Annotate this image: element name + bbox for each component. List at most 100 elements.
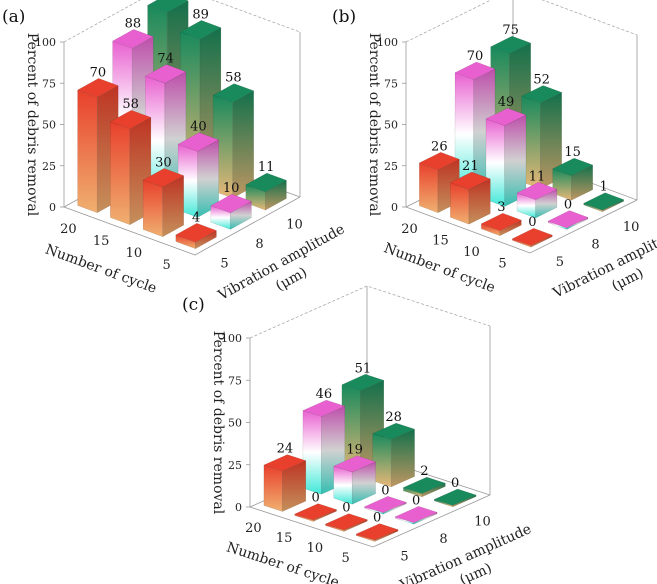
bar-value-label: 46 [316,387,333,402]
z-tick-label: 75 [384,77,398,90]
cycle-tick-label: 10 [307,541,324,556]
bar-value-label: 10 [223,181,240,196]
bar-value-label: 24 [277,442,294,457]
bar: 0 [433,476,477,508]
bar-top-face [324,513,368,531]
bar-value-label: 11 [529,169,546,184]
bar-value-label: 0 [564,198,572,213]
bar-top-face [485,107,527,126]
bar-left-face [77,89,98,213]
bar-value-label: 4 [192,210,200,225]
z-tick-label: 75 [42,77,56,90]
bar-value-label: 19 [346,443,363,458]
bar-top-face [394,506,438,523]
bar: 0 [355,511,399,542]
z-tick-label: 25 [42,160,56,173]
bar: 0 [547,198,589,230]
bar: 19 [333,443,377,505]
bar-shade [468,178,491,225]
cycle-tick-label: 5 [162,258,170,273]
bar-shade [230,201,252,230]
cycle-tick-label: 10 [463,245,480,260]
bar-left-face [263,464,283,512]
bar-value-label: 0 [451,476,459,491]
bar-left-face [142,179,163,237]
bar-shade [374,529,399,542]
bar-top-face [547,210,589,229]
bar-left-face [333,465,353,505]
z-tick-label: 50 [384,119,398,132]
bar-value-label: 0 [381,483,389,498]
bar-value-label: 1 [600,180,608,195]
z-tick-label: 100 [377,36,398,49]
bar: 0 [394,493,438,525]
bar-top-face [263,454,307,472]
amplitude-tick-label: 10 [286,218,303,233]
bar: 11 [516,169,558,219]
bar-top-face [302,399,346,417]
cycle-tick-label: 20 [245,521,262,536]
bar-shade [382,502,407,515]
bar-value-label: 52 [533,73,550,88]
bar-value-label: 21 [462,159,479,174]
z-tick-label: 100 [35,36,56,49]
bar-shade [452,495,477,507]
bar-left-face [450,182,470,225]
bar-value-label: 0 [528,215,536,230]
bar-left-face [419,162,439,213]
bar-value-label: 70 [467,49,484,64]
z-axis-label: Percent of debris removal [366,33,382,217]
z-tick-label: 75 [228,374,242,387]
bar-value-label: 0 [311,491,319,506]
bar: 52 [521,73,563,190]
bar: 2 [402,464,446,498]
bar-shade [504,115,526,207]
amplitude-tick-label: 5 [556,255,564,270]
bar-top-face [355,523,399,541]
bar-shade [343,519,368,532]
cycle-tick-label: 5 [498,256,506,271]
bar-top-face [418,152,460,171]
panel-label: (b) [332,7,356,27]
z-tick-label: 0 [391,201,398,214]
amplitude-tick-label: 10 [623,220,640,235]
panel-label: (a) [2,7,25,27]
bar-shade [162,175,184,237]
cycle-tick-label: 5 [341,551,349,566]
bar-shade [197,139,219,218]
bar: 58 [212,71,255,199]
bar-top-face [402,476,446,494]
bar: 0 [324,501,368,532]
z-tick-label: 0 [235,501,242,514]
bar-top-face [294,503,338,521]
z-tick-label: 100 [221,332,242,345]
bar: 46 [302,387,346,495]
bar-shade [195,230,217,249]
bar: 0 [363,483,407,515]
bar-value-label: 0 [412,493,420,508]
bar: 4 [175,210,217,250]
bar-value-label: 89 [192,7,209,22]
bar-shade [391,429,415,487]
bar-top-face [77,78,119,98]
z-axis-label: Percent of debris removal [210,331,226,515]
bar-top-face [212,83,255,103]
bar-top-face [109,109,152,130]
cycle-tick-label: 15 [276,531,293,546]
bar-top-face [433,488,477,506]
bar: 11 [245,160,287,211]
bar-value-label: 88 [125,16,142,31]
bar-top-face [112,29,154,49]
y-axis-label: Vibration amplitude [550,224,657,302]
bar: 10 [210,181,252,230]
bar-top-face [177,132,220,152]
bar-top-face [245,172,287,193]
bar-top-face [511,227,553,246]
cycle-tick-label: 15 [93,234,110,249]
z-tick-label: 50 [228,417,242,430]
z-tick-label: 0 [49,201,56,214]
z-axis-label: Percent of debris removal [24,33,40,217]
